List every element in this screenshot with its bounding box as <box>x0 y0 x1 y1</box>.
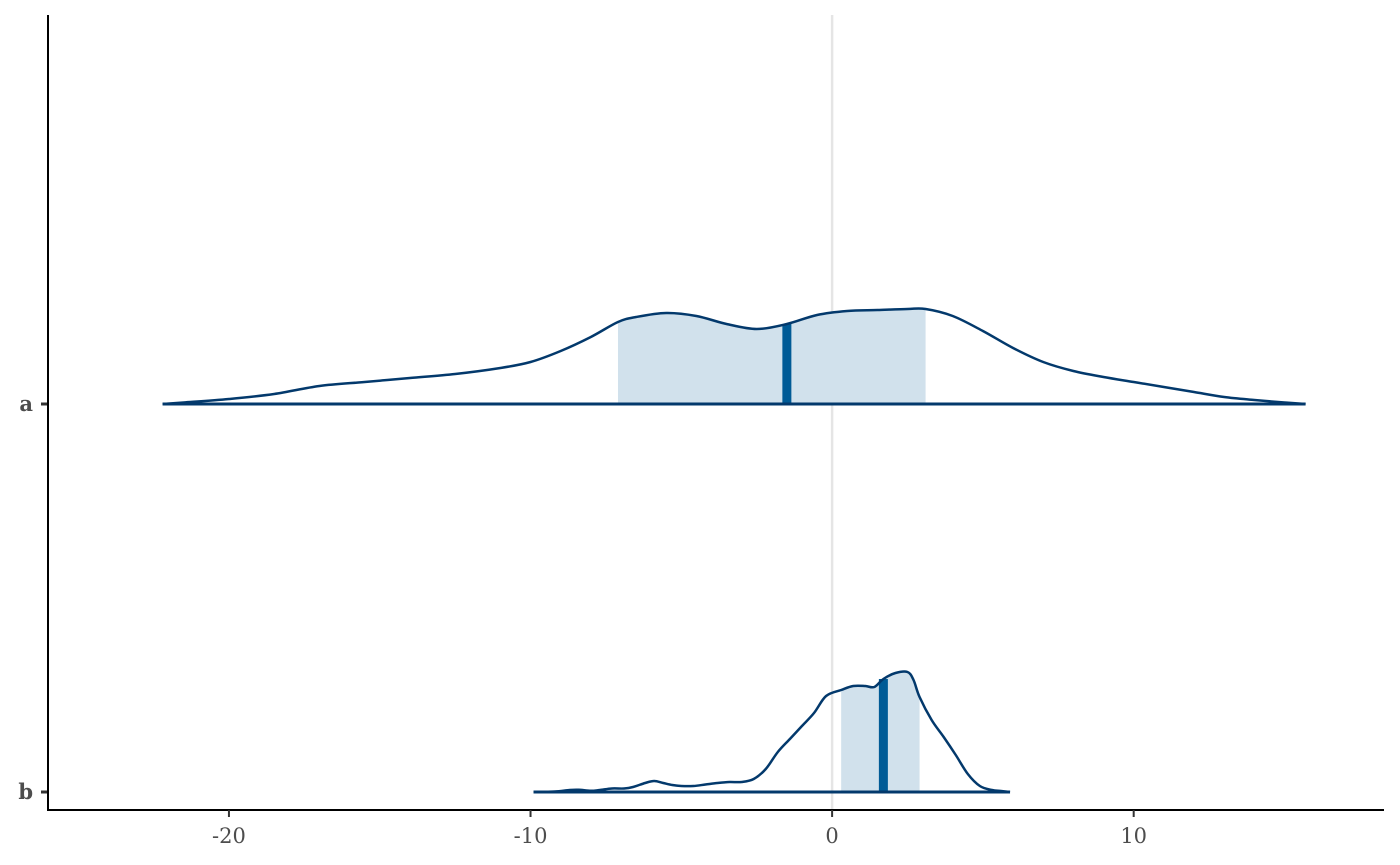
density-curve-b <box>533 670 1011 794</box>
y-tick-label-a: a <box>19 391 33 416</box>
interval-area-a <box>617 309 926 404</box>
axes-layer: a b -20 -10 0 10 <box>18 15 1384 848</box>
x-tick-label: 10 <box>1120 824 1147 848</box>
density-curve-a <box>162 307 1306 406</box>
x-tick-label: -10 <box>514 824 548 848</box>
x-tick-label: -20 <box>212 824 246 848</box>
x-tick-label: 0 <box>825 824 838 848</box>
density-b <box>533 670 1011 794</box>
density-layer <box>162 307 1306 794</box>
density-a <box>162 307 1306 406</box>
y-tick-label-b: b <box>18 779 33 804</box>
